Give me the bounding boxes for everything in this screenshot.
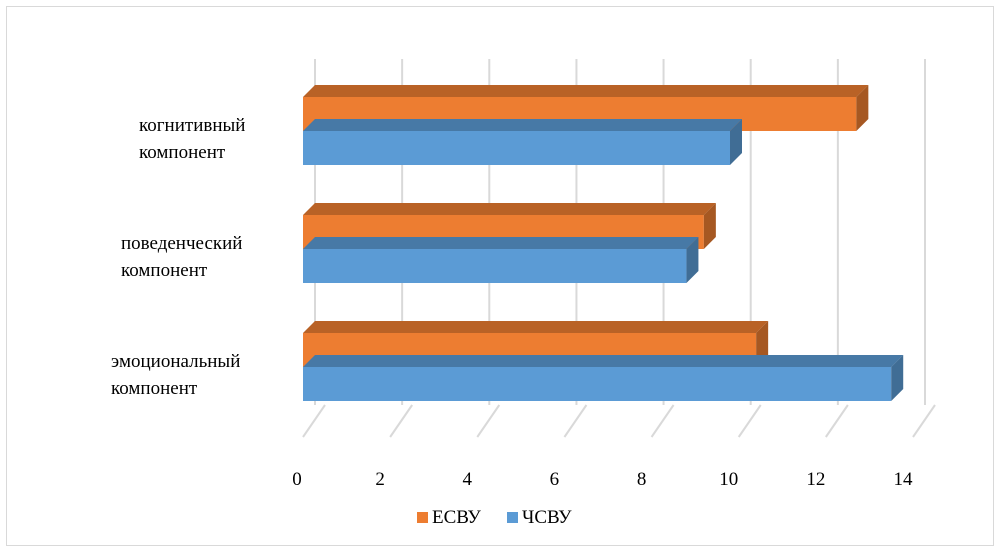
legend-label: ЧСВУ [522, 507, 572, 528]
bar-chart: когнитивный компонент поведенческий компоне… [111, 59, 936, 528]
tick-label: 12 [806, 469, 825, 490]
bar-top [303, 355, 904, 367]
bars [303, 85, 904, 401]
grid-floor-line [389, 404, 413, 438]
legend-swatch [507, 512, 518, 523]
grid-floor-line [912, 404, 936, 438]
grid-floor-line [563, 404, 588, 438]
x-axis-ticks: 0 2 4 6 8 10 12 14 [292, 469, 913, 490]
tick-label: 4 [463, 469, 473, 490]
bar-side [686, 237, 699, 283]
category-label: когнитивный компонент [139, 115, 245, 163]
bar-side [891, 355, 904, 401]
grid-floor-line [825, 404, 849, 438]
bar-top [303, 321, 769, 333]
tick-label: 8 [637, 469, 647, 490]
grid-floor-line [476, 404, 501, 438]
bar-side [730, 119, 742, 165]
bar-top [303, 237, 699, 249]
legend: ЕСВУ ЧСВУ [417, 507, 572, 528]
tick-label: 2 [375, 469, 385, 490]
tick-label: 0 [292, 469, 302, 490]
legend-label: ЕСВУ [432, 507, 481, 528]
bar-top [303, 85, 869, 97]
bar [303, 131, 730, 165]
bar [303, 367, 892, 401]
bar-side [856, 85, 869, 131]
tick-label: 14 [894, 469, 914, 490]
grid-floor-line [650, 404, 675, 438]
grid-floor-line [302, 404, 326, 438]
bar-top [303, 119, 742, 131]
bar [303, 249, 687, 283]
category-label: эмоциональный компонент [111, 351, 240, 399]
category-labels: когнитивный компонент поведенческий компоне… [111, 115, 245, 399]
grid-floor-line [737, 404, 762, 438]
tick-label: 6 [550, 469, 560, 490]
bar-top [303, 203, 716, 215]
tick-label: 10 [719, 469, 738, 490]
legend-swatch [417, 512, 428, 523]
bar-side [703, 203, 716, 249]
category-label: поведенческий компонент [121, 233, 242, 281]
chart-area: когнитивный компонент поведенческий компоне… [6, 6, 994, 546]
